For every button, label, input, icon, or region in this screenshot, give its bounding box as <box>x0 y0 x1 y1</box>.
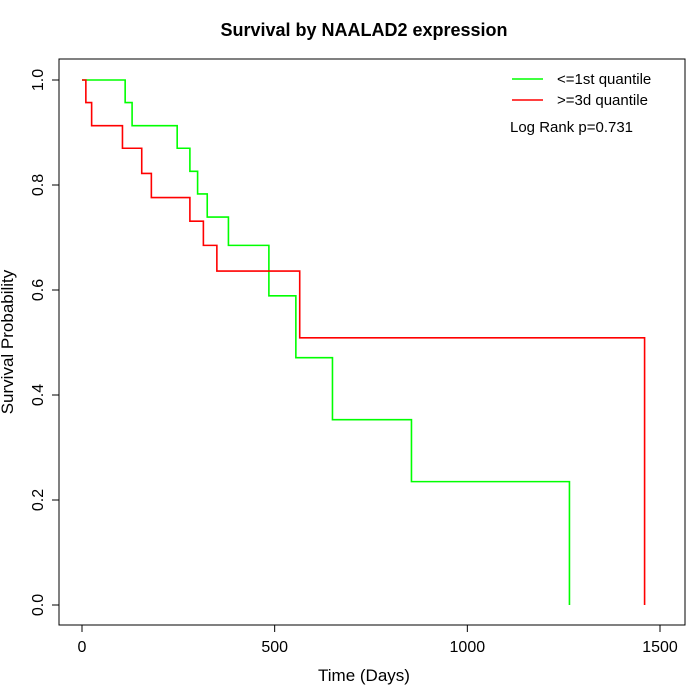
y-axis: 0.0 0.2 0.4 0.6 0.8 1.0 <box>30 69 60 616</box>
x-tick-label: 500 <box>261 639 288 656</box>
log-rank-annotation: Log Rank p=0.731 <box>510 119 633 136</box>
y-tick-label: 1.0 <box>30 69 47 91</box>
x-tick-label: 0 <box>78 639 87 656</box>
legend: <=1st quantile >=3d quantile <box>512 71 651 109</box>
series-line-1 <box>82 79 646 605</box>
legend-label-0: <=1st quantile <box>557 71 651 88</box>
chart-title: Survival by NAALAD2 expression <box>220 20 507 40</box>
x-axis: 0 500 1000 1500 <box>78 624 678 656</box>
y-tick-label: 0.0 <box>30 594 47 616</box>
plot-frame <box>58 58 686 626</box>
x-tick-label: 1500 <box>642 639 678 656</box>
y-tick-label: 0.4 <box>30 384 47 406</box>
legend-label-1: >=3d quantile <box>557 92 648 109</box>
x-axis-label: Time (Days) <box>318 666 410 685</box>
x-tick-label: 1000 <box>450 639 486 656</box>
series-line-0 <box>82 79 571 605</box>
series-layer <box>82 79 646 605</box>
y-tick-label: 0.6 <box>30 279 47 301</box>
y-tick-label: 0.8 <box>30 174 47 196</box>
y-tick-label: 0.2 <box>30 489 47 511</box>
y-axis-label: Survival Probability <box>0 269 17 414</box>
